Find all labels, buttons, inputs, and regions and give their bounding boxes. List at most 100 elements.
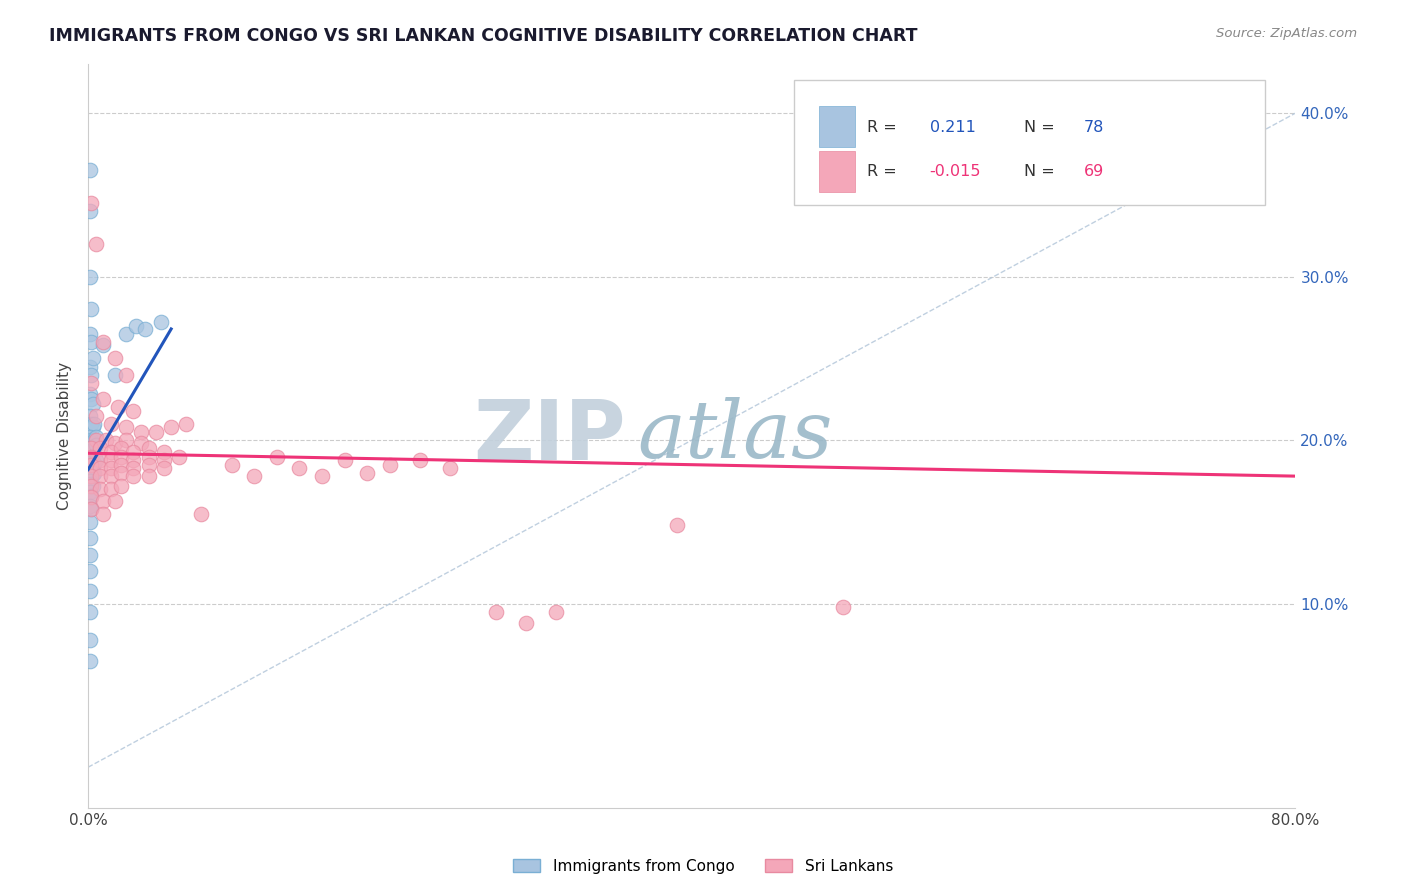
Point	[138, 450, 160, 464]
Point	[84, 236, 107, 251]
Point	[79, 409, 101, 423]
Point	[80, 466, 103, 480]
Point	[356, 466, 378, 480]
Point	[82, 446, 104, 460]
Point	[79, 430, 101, 444]
Point	[83, 433, 105, 447]
Point	[107, 401, 129, 415]
Point	[79, 387, 101, 401]
Point	[79, 442, 101, 456]
Point	[80, 368, 103, 382]
Point	[82, 436, 104, 450]
Point	[122, 452, 145, 467]
Point	[80, 302, 103, 317]
Text: R =: R =	[868, 164, 901, 179]
Point	[110, 442, 132, 456]
Point	[110, 466, 132, 480]
Point	[152, 452, 174, 467]
Point	[82, 397, 104, 411]
Point	[89, 461, 111, 475]
Point	[79, 462, 101, 476]
Point	[80, 491, 103, 505]
Text: atlas: atlas	[637, 397, 832, 475]
Point	[439, 461, 461, 475]
Point	[134, 322, 156, 336]
Text: 0.211: 0.211	[929, 120, 976, 135]
FancyBboxPatch shape	[818, 151, 855, 192]
Point	[80, 489, 103, 503]
Point	[190, 507, 212, 521]
Point	[80, 469, 103, 483]
Point	[79, 515, 101, 529]
Point	[125, 318, 148, 333]
Point	[83, 442, 105, 456]
Point	[485, 605, 508, 619]
Point	[409, 452, 432, 467]
Point	[333, 452, 356, 467]
Point	[80, 392, 103, 407]
Point	[89, 442, 111, 456]
Point	[79, 564, 101, 578]
FancyBboxPatch shape	[818, 106, 855, 147]
Point	[82, 467, 104, 482]
Point	[80, 433, 103, 447]
Point	[91, 392, 114, 407]
Point	[138, 469, 160, 483]
Point	[100, 417, 122, 431]
Point	[79, 359, 101, 374]
Point	[84, 433, 107, 447]
Point	[378, 458, 401, 472]
Point	[104, 351, 127, 366]
Point	[80, 501, 103, 516]
Point	[79, 163, 101, 178]
Point	[91, 334, 114, 349]
Point	[84, 452, 107, 467]
Point	[91, 507, 114, 521]
Point	[79, 583, 101, 598]
Point	[110, 479, 132, 493]
Point	[122, 461, 145, 475]
Point	[221, 458, 243, 472]
Point	[79, 548, 101, 562]
Point	[149, 315, 172, 329]
Point	[515, 616, 537, 631]
Point	[104, 493, 127, 508]
Point	[82, 458, 104, 472]
Text: ZIP: ZIP	[472, 395, 626, 476]
Point	[80, 417, 103, 431]
Point	[83, 466, 105, 480]
Point	[115, 326, 138, 341]
Point	[167, 450, 190, 464]
Text: IMMIGRANTS FROM CONGO VS SRI LANKAN COGNITIVE DISABILITY CORRELATION CHART: IMMIGRANTS FROM CONGO VS SRI LANKAN COGN…	[49, 27, 918, 45]
Point	[84, 438, 107, 452]
Text: 69: 69	[1084, 164, 1105, 179]
Point	[110, 458, 132, 472]
Point	[79, 326, 101, 341]
Text: Source: ZipAtlas.com: Source: ZipAtlas.com	[1216, 27, 1357, 40]
Point	[831, 599, 853, 614]
Point	[84, 430, 107, 444]
Point	[83, 417, 105, 431]
Point	[129, 436, 152, 450]
Point	[243, 469, 266, 483]
Point	[145, 425, 167, 439]
Point	[80, 450, 103, 464]
Point	[122, 403, 145, 417]
Point	[80, 458, 103, 472]
Point	[104, 436, 127, 450]
Point	[80, 501, 103, 516]
Point	[80, 442, 103, 456]
Text: N =: N =	[1024, 164, 1060, 179]
Y-axis label: Cognitive Disability: Cognitive Disability	[58, 362, 72, 510]
Point	[79, 452, 101, 467]
Text: R =: R =	[868, 120, 901, 135]
Point	[83, 456, 105, 470]
Point	[79, 269, 101, 284]
Point	[80, 376, 103, 390]
Point	[115, 420, 138, 434]
Point	[115, 433, 138, 447]
Point	[80, 196, 103, 211]
Point	[80, 479, 103, 493]
FancyBboxPatch shape	[794, 80, 1265, 205]
Point	[115, 368, 138, 382]
